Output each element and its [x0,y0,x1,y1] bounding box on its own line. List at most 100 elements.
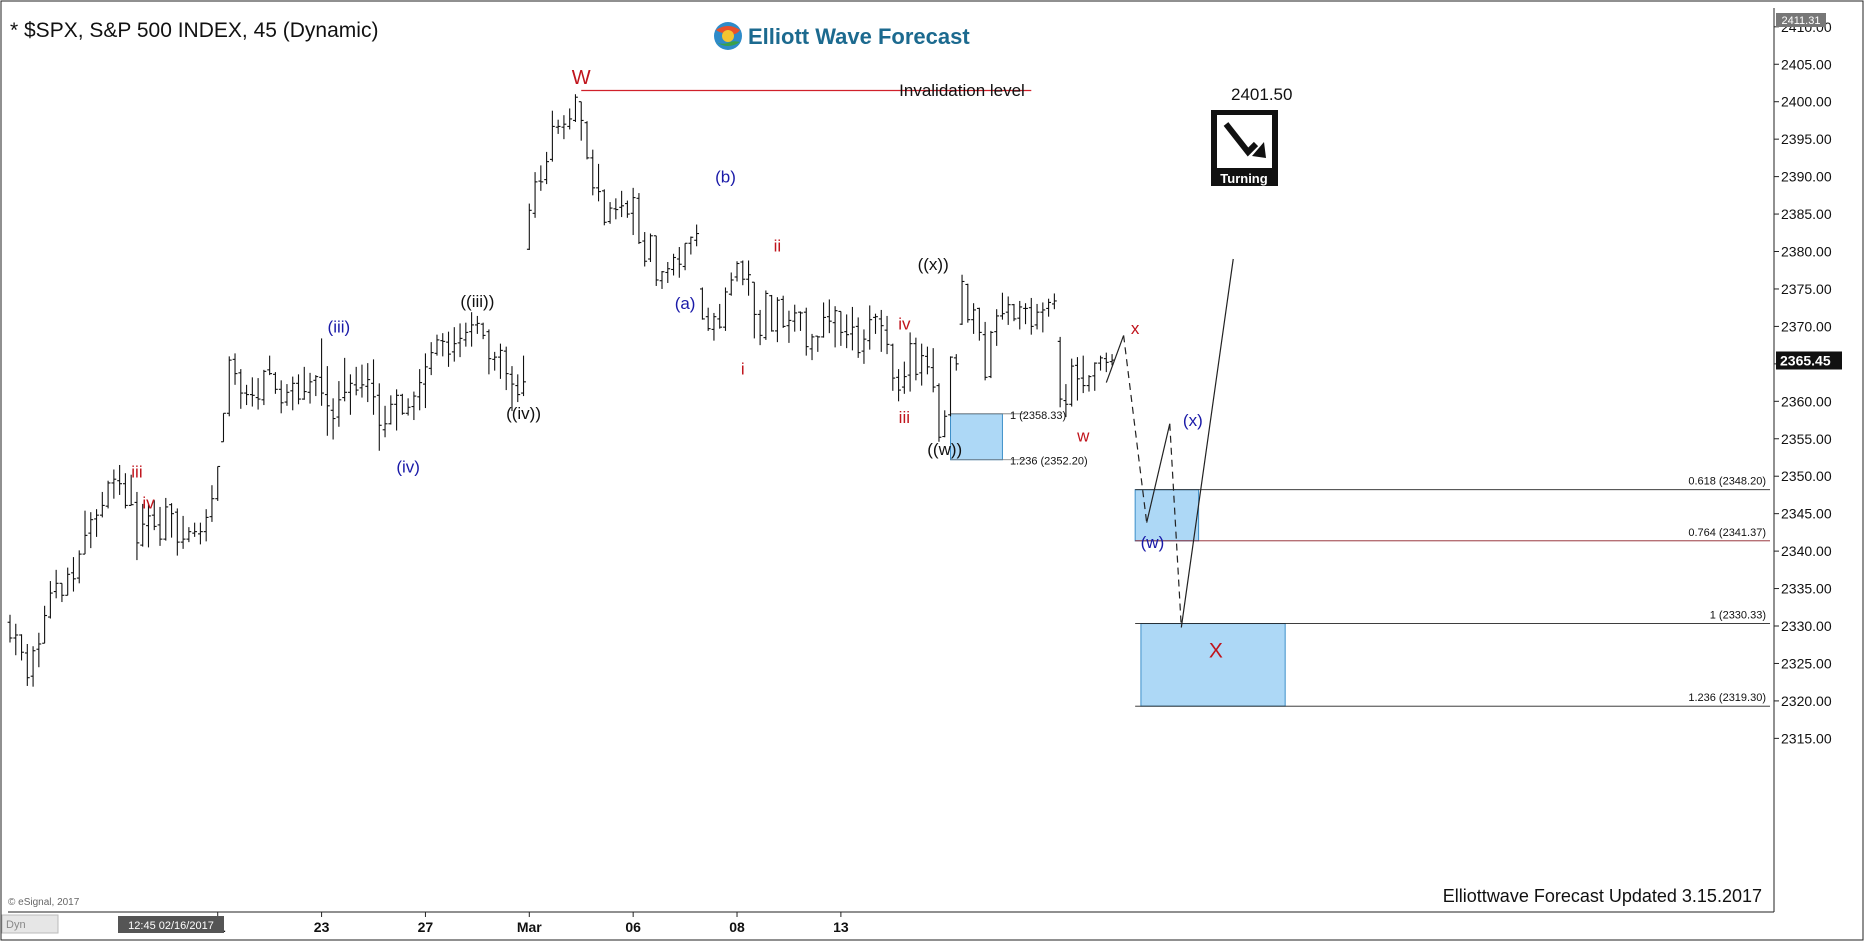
ohlc-bar [261,369,267,406]
ohlc-bar [636,193,642,245]
ohlc-bar [215,465,221,501]
dyn-tab[interactable] [1,914,59,934]
ohlc-bar [88,512,94,549]
ohlc-bar [826,299,832,334]
ohlc-bar [855,317,861,358]
target-zone-2 [1140,623,1286,707]
y-tick-label: 2380.00 [1781,244,1832,260]
ohlc-bar [446,331,451,367]
fib-1-label: 1 (2330.33) [1710,610,1766,622]
ohlc-bar [203,509,209,542]
x-tick-label: 27 [418,919,434,935]
ohlc-bar [994,309,1000,346]
ohlc-bar [809,333,815,361]
wave-label: ((x)) [918,255,949,274]
ohlc-bar [99,491,105,518]
ohlc-bar [578,101,584,141]
ohlc-bar [815,335,821,352]
ohlc-bar [94,509,99,537]
ohlc-bar [186,527,192,543]
ohlc-bar [763,290,769,340]
ohlc-bar [896,369,901,402]
ohlc-bar [1069,358,1075,407]
wave-label: (w) [1141,533,1165,552]
ohlc-bar [290,376,296,411]
y-tick-label: 2390.00 [1781,169,1832,185]
wave-label: (b) [715,168,736,187]
ohlc-bar [324,366,330,436]
ohlc-bar [140,503,146,547]
target-zone-0 [950,413,1003,461]
ohlc-bar [538,165,544,191]
ohlc-bar [192,522,198,537]
ohlc-bar [1011,303,1017,322]
ohlc-bar [873,313,878,334]
ohlc-bar [232,353,238,385]
ohlc-bar [53,569,59,599]
ohlc-bar [480,322,486,340]
ohlc-bar [953,354,959,371]
ohlc-bar [1063,384,1069,418]
projection-segment [1105,335,1125,383]
wave-label: i [741,359,745,378]
ohlc-bar [555,119,561,134]
ohlc-bar [157,506,163,546]
ohlc-bar [723,287,728,331]
ohlc-bar [169,503,174,538]
ohlc-bar [180,515,186,549]
ohlc-bar [249,377,255,407]
ohlc-bar [174,508,180,556]
x-tick-label: 13 [833,919,849,935]
globe-icon [714,22,742,50]
price-axis: 2315.00 2320.00 2325.00 2330.00 2335.00 2340.… [1774,13,1842,746]
ohlc-bar [850,306,855,351]
ohlc-bar [838,310,844,346]
ohlc-bar [567,108,573,130]
ohlc-bar [821,302,826,338]
ohlc-bar [717,303,723,329]
ohlc-bar [1005,296,1011,325]
ohlc-bar [642,232,648,267]
ohlc-bar [867,305,873,350]
ohlc-bar [440,333,446,357]
projection-segment [1180,258,1234,628]
ohlc-bar [700,287,705,320]
fib-0764-label: 0.764 (2341.37) [1688,527,1766,539]
ohlc-bar [417,369,423,411]
ohlc-bar [884,315,890,355]
ohlc-bar [284,384,290,406]
wave-labels: W (b) ii ((x)) (iii) ((iii)) (a) iv x i ((iv)) iii (… [131,67,1223,662]
logo: Elliott Wave Forecast [714,22,970,50]
ohlc-bar [342,357,348,402]
ohlc-bar [653,235,659,286]
ohlc-bar [226,356,232,417]
ohlc-bar [336,381,342,427]
fib-1236b-label: 1.236 (2319.30) [1688,692,1766,704]
ohlc-bar [365,363,371,403]
y-tick-label: 2395.00 [1781,131,1832,147]
ohlc-bar [498,343,503,379]
ohlc-bar [988,330,994,379]
ohlc-bar [711,312,717,341]
ohlc-bar [590,149,596,196]
ohlc-bar [930,348,936,393]
ohlc-bar [457,323,463,358]
y-tick-label: 2315.00 [1781,730,1832,746]
turn-down-arrow-icon [1223,122,1266,158]
ohlc-bar [1051,293,1057,310]
ohlc-bar [965,283,971,323]
projection-segment [1123,335,1148,523]
ohlc-bar [463,322,469,347]
ohlc-bar [273,372,278,394]
wave-label: x [1131,319,1140,338]
ohlc-bar [624,200,630,218]
ohlc-bar [1046,298,1051,317]
ohlc-bar [584,121,590,160]
ohlc-bar [757,309,763,346]
ohlc-bars [7,94,1115,687]
ohlc-bar [123,473,128,509]
ohlc-bar [1017,300,1023,330]
ohlc-bar [1075,357,1080,401]
ohlc-bar [82,510,88,555]
